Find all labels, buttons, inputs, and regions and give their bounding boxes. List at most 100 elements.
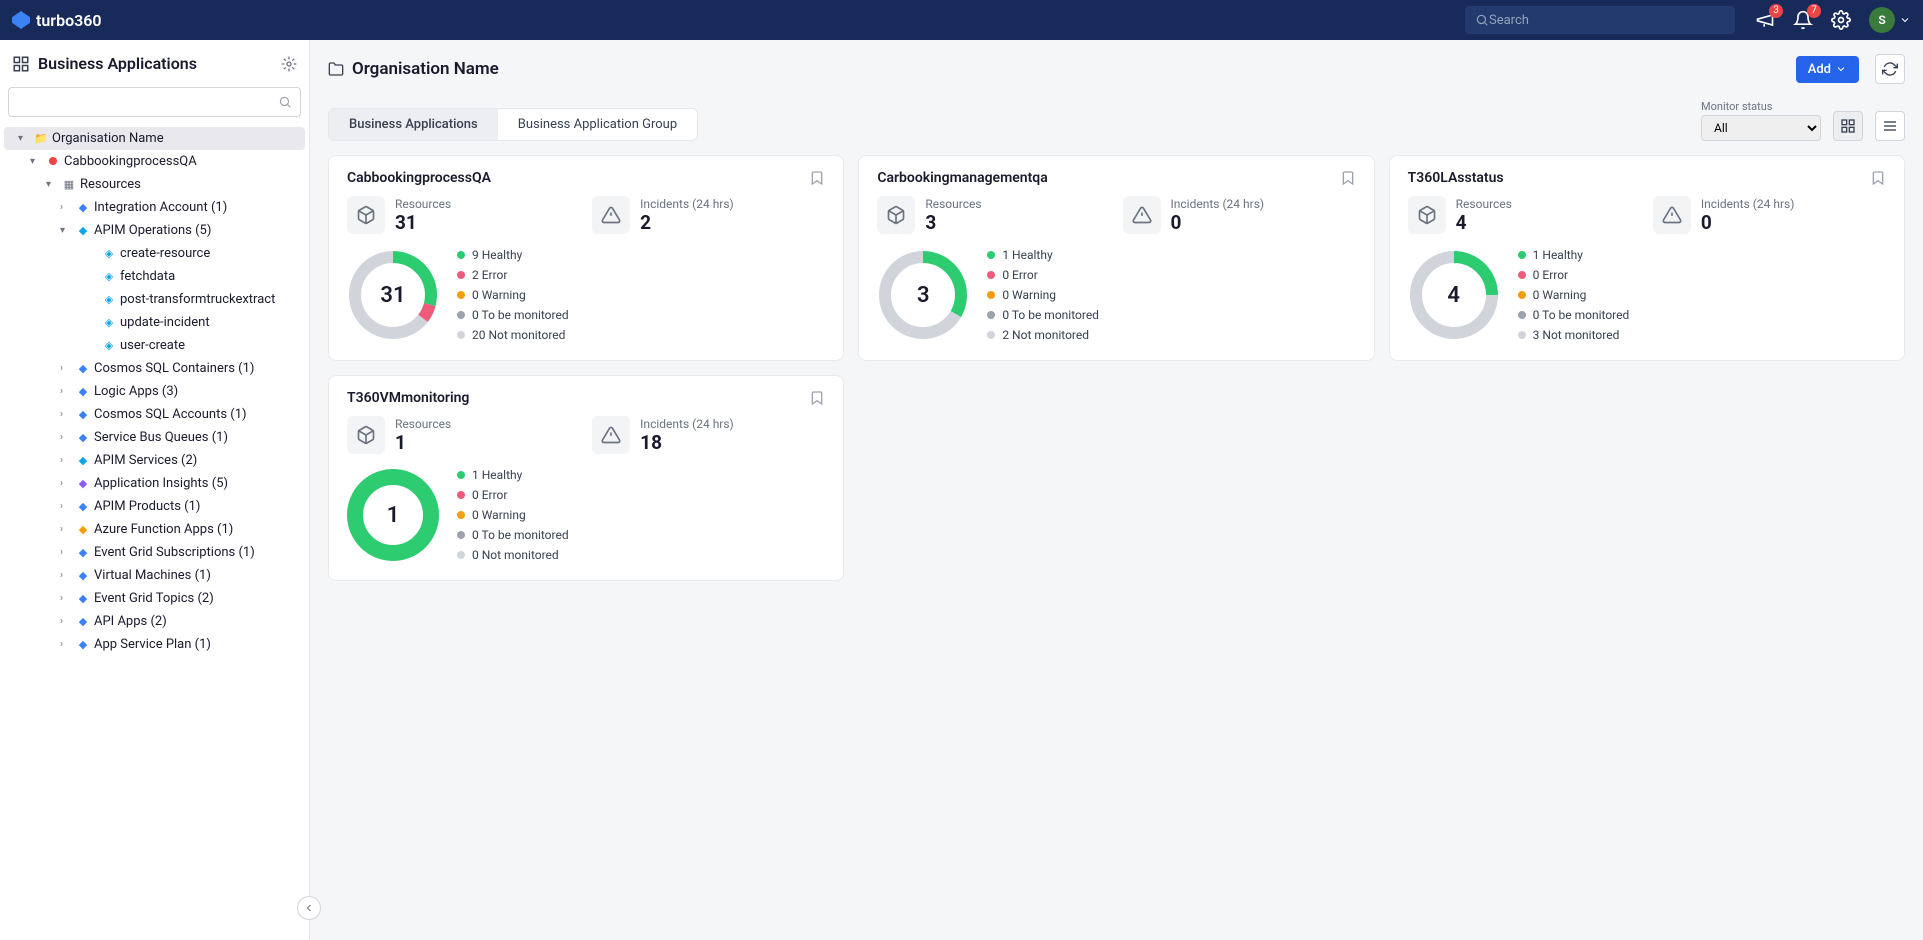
tree-item-label: Azure Function Apps (1) <box>94 522 233 537</box>
tree-resource-type[interactable]: ›◆APIM Services (2) <box>0 449 309 472</box>
bookmark-icon[interactable] <box>809 170 825 186</box>
legend-dot-icon <box>457 551 465 559</box>
chevron-icon: ▾ <box>18 133 30 144</box>
bookmark-icon[interactable] <box>809 390 825 406</box>
monitor-status-select[interactable]: All <box>1701 115 1821 141</box>
card-view-button[interactable] <box>1833 111 1863 141</box>
tree-operation[interactable]: ◈post-transformtruckextract <box>0 288 309 311</box>
tree-item-label: update-incident <box>120 315 210 330</box>
tree-item-label: Cosmos SQL Containers (1) <box>94 361 254 376</box>
service-icon: ◆ <box>76 523 90 536</box>
list-view-button[interactable] <box>1875 111 1905 141</box>
announce-badge: 3 <box>1769 4 1783 18</box>
logo-icon <box>12 11 30 29</box>
sidebar-title: Business Applications <box>38 54 273 73</box>
legend-item: 0 Warning <box>987 288 1099 302</box>
legend-dot-icon <box>1518 251 1526 259</box>
service-icon: ◆ <box>76 546 90 559</box>
tree-resource-type[interactable]: ›◆Application Insights (5) <box>0 472 309 495</box>
tree-resource-type[interactable]: ›◆Event Grid Topics (2) <box>0 587 309 610</box>
chevron-icon: › <box>60 455 72 466</box>
tree-operation[interactable]: ◈create-resource <box>0 242 309 265</box>
chevron-down-icon <box>1835 63 1847 75</box>
card-title: T360LAsstatus <box>1408 170 1870 186</box>
service-icon: ◆ <box>76 201 90 214</box>
search-icon <box>1475 13 1489 27</box>
donut-total: 1 <box>347 469 439 561</box>
status-legend: 1 Healthy0 Error0 Warning0 To be monitor… <box>457 468 569 562</box>
tree-app[interactable]: ▾CabbookingprocessQA <box>0 150 309 173</box>
list-icon <box>1882 118 1898 134</box>
tree-resource-type[interactable]: ›◆App Service Plan (1) <box>0 633 309 656</box>
tree-operation[interactable]: ◈ update-incident <box>0 311 309 334</box>
tree-resources[interactable]: ▾▦Resources <box>0 173 309 196</box>
stat-value: 3 <box>925 211 981 234</box>
search-input[interactable] <box>1489 13 1725 28</box>
donut-wrap: 1 <box>347 469 439 561</box>
sidebar-search-input[interactable] <box>17 95 278 110</box>
announcements-button[interactable]: 3 <box>1755 10 1775 30</box>
chevron-icon: › <box>60 639 72 650</box>
tree-resource-type[interactable]: ▾◆APIM Operations (5) <box>0 219 309 242</box>
tree-org[interactable]: ▾📁Organisation Name <box>4 127 305 150</box>
sidebar-search[interactable] <box>8 87 301 117</box>
folder-icon <box>328 61 344 77</box>
service-icon: ◆ <box>76 592 90 605</box>
operation-icon: ◈ <box>102 316 116 329</box>
tree-resource-type[interactable]: ›◆Cosmos SQL Accounts (1) <box>0 403 309 426</box>
cube-icon <box>347 196 385 234</box>
legend-label: 0 Error <box>1533 268 1568 282</box>
legend-dot-icon <box>457 511 465 519</box>
service-icon: ◆ <box>76 638 90 651</box>
legend-dot-icon <box>1518 331 1526 339</box>
legend-item: 3 Not monitored <box>1518 328 1630 342</box>
legend-item: 2 Error <box>457 268 569 282</box>
tree-resource-type[interactable]: ›◆Cosmos SQL Containers (1) <box>0 357 309 380</box>
legend-label: 0 Warning <box>1002 288 1056 302</box>
tree-resource-type[interactable]: ›◆API Apps (2) <box>0 610 309 633</box>
service-icon: ◆ <box>76 615 90 628</box>
legend-label: 0 To be monitored <box>472 528 569 542</box>
incidents-stat: Incidents (24 hrs)2 <box>592 196 825 234</box>
bookmark-icon[interactable] <box>1340 170 1356 186</box>
tree-resource-type[interactable]: ›◆Virtual Machines (1) <box>0 564 309 587</box>
tree-resource-type[interactable]: ›◆APIM Products (1) <box>0 495 309 518</box>
tree-item-label: user-create <box>120 338 185 353</box>
chevron-icon: › <box>60 478 72 489</box>
resources-stat: Resources1 <box>347 416 580 454</box>
chevron-icon: ▾ <box>60 225 72 236</box>
user-menu[interactable]: S <box>1869 7 1911 33</box>
sidebar-settings-icon[interactable] <box>281 56 297 72</box>
tree-resource-type[interactable]: ›◆Integration Account (1) <box>0 196 309 219</box>
tree-resource-type[interactable]: ›◆Azure Function Apps (1) <box>0 518 309 541</box>
status-legend: 1 Healthy0 Error0 Warning0 To be monitor… <box>987 248 1099 342</box>
notifications-button[interactable]: 7 <box>1793 10 1813 30</box>
global-search[interactable] <box>1465 6 1735 34</box>
tree-resource-type[interactable]: ›◆Logic Apps (3) <box>0 380 309 403</box>
legend-label: 0 To be monitored <box>1533 308 1630 322</box>
app-card[interactable]: CabbookingprocessQA Resources31 Incident… <box>328 155 844 361</box>
page-title: Organisation Name <box>352 59 1788 79</box>
tree-operation[interactable]: ◈ user-create <box>0 334 309 357</box>
tab[interactable]: Business Applications <box>329 109 498 140</box>
settings-button[interactable] <box>1831 10 1851 30</box>
refresh-button[interactable] <box>1875 54 1905 84</box>
monitor-status-label: Monitor status <box>1701 100 1821 113</box>
tree-resource-type[interactable]: ›◆Event Grid Subscriptions (1) <box>0 541 309 564</box>
donut-wrap: 31 <box>347 249 439 341</box>
add-button[interactable]: Add <box>1796 56 1859 83</box>
app-card[interactable]: T360LAsstatus Resources4 Incidents (24 h… <box>1389 155 1905 361</box>
tree-item-label: Virtual Machines (1) <box>94 568 211 583</box>
bookmark-icon[interactable] <box>1870 170 1886 186</box>
tree-operation[interactable]: ◈fetchdata <box>0 265 309 288</box>
brand-logo[interactable]: turbo360 <box>12 11 102 30</box>
tab[interactable]: Business Application Group <box>498 109 697 140</box>
app-card[interactable]: Carbookingmanagementqa Resources3 Incide… <box>858 155 1374 361</box>
legend-item: 0 Warning <box>1518 288 1630 302</box>
operation-icon: ◈ <box>102 270 116 283</box>
operation-icon: ◈ <box>102 339 116 352</box>
app-card[interactable]: T360VMmonitoring Resources1 Incidents (2… <box>328 375 844 581</box>
tree-resource-type[interactable]: ›◆Service Bus Queues (1) <box>0 426 309 449</box>
collapse-sidebar-button[interactable] <box>297 896 321 920</box>
stat-value: 0 <box>1171 211 1265 234</box>
